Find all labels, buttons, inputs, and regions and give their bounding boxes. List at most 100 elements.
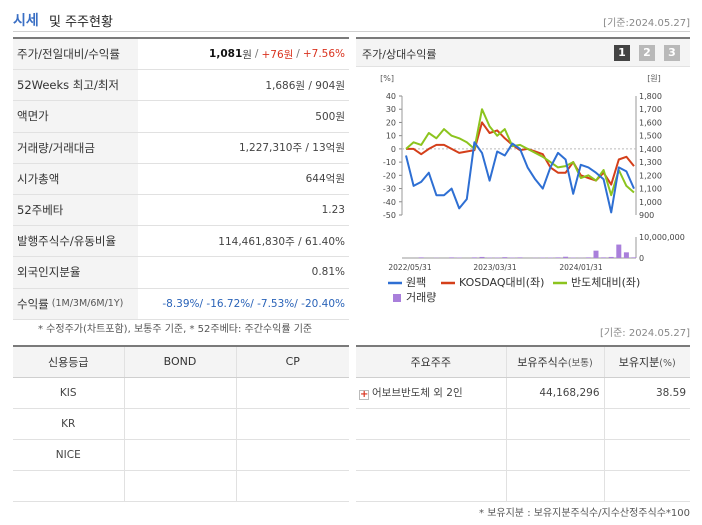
row-value: 0.81% [311,266,345,279]
volume-bar [479,256,485,258]
price-chart: [%] [원] 40 30 20 10 0 -10 -20 -30 -40 -50 1,800 1,700… [380,74,685,304]
col-header: 보유주식수 [517,355,568,369]
return-6m: -7.53% [257,297,295,310]
row-returns: 수익률 (1M/3M/6M/1Y) -8.39% / -16.72% / -7.53%… [13,288,349,320]
row-label: 액면가 [13,101,138,132]
volume-bar [471,257,477,258]
table-row: NICE [13,439,349,471]
footnote: * 보유지분 : 보유지분주식수/지수산정주식수*100 [479,508,690,519]
volume-bar [563,256,569,258]
table-cell: KIS [13,377,125,409]
y-left-tick-label: -40 [383,198,396,207]
col-header: BOND [124,346,237,378]
y-right-tick-label: 1,000 [639,198,662,207]
base-date: [기준:2024.05.27] [603,18,690,29]
table-cell: NICE [13,439,125,471]
volume-bar [616,244,622,258]
note: * 수정주가(차트포함), 보통주 기준, * 52주베타: 주간수익률 기준 [38,324,313,335]
row-label: 시가총액 [13,163,138,194]
price-unit: 원 [242,48,252,61]
shares-cell [506,408,605,440]
table-cell [236,470,349,502]
row-value: 644억원 [305,173,345,186]
legend-swatch [393,294,401,302]
holder-base-date: [기준: 2024.05.27] [599,328,690,339]
shareholder-name [356,470,507,502]
table-cell [236,439,349,471]
quote-table: 주가/전일대비/수익률 1,081 원 / +76원 / +7.56% 52Weeks 최… [13,37,349,320]
chart-page-1-button[interactable]: 1 [614,45,630,61]
y-left-tick-label: -10 [383,158,396,167]
legend-label: KOSDAQ대비(좌) [459,276,544,289]
volume-bar [631,257,637,258]
return-1y: -20.40% [301,297,345,310]
volume-bar [449,257,455,258]
row-value: 114,461,830주 / 61.40% [218,235,345,248]
row-52w: 52Weeks 최고/최저 1,686원 / 904원 [13,70,349,102]
header: 시세 및 주주현황 [기준:2024.05.27] [13,8,690,32]
y-right-tick-label: 1,600 [639,118,662,127]
y-left-tick-label: -30 [383,185,396,194]
volume-zero-label: 0 [639,254,644,263]
right-unit-label: [원] [647,74,661,83]
return-3m: -16.72% [206,297,251,310]
row-foreign: 외국인지분율 0.81% [13,257,349,289]
shareholder-name: 어보브반도체 외 2인 [372,387,463,399]
row-label: 발행주식수/유동비율 [13,226,138,257]
col-header-unit: (%) [659,357,676,369]
col-header: 신용등급 [13,346,125,378]
y-left-tick-label: -20 [383,171,396,180]
price-rate: +7.56% [302,48,345,61]
credit-rating-table: 신용등급 BOND CP KIS KR NICE [13,345,349,502]
legend-label: 반도체대비(좌) [571,276,640,289]
table-cell [124,470,237,502]
volume-bar [608,256,614,258]
row-value: 1,227,310주 / 13억원 [239,142,345,155]
row-label: 외국인지분율 [13,257,138,288]
row-shares: 발행주식수/유동비율 114,461,830주 / 61.40% [13,226,349,258]
chart-title: 주가/상대수익률 [362,48,437,61]
y-right-tick-label: 1,800 [639,92,662,101]
table-row[interactable]: + 어보브반도체 외 2인 44,168,296 38.59 [356,377,690,409]
row-label: 수익률 [17,296,49,311]
row-value: 1.23 [321,204,345,217]
volume-bar [418,257,424,258]
table-cell [13,470,125,502]
col-header-unit: (보통) [567,357,593,369]
chart-page-3-button[interactable]: 3 [664,45,680,61]
pct-cell [604,470,690,502]
row-label: 주가/전일대비/수익률 [13,39,138,70]
y-right-tick-label: 1,400 [639,145,662,154]
row-value: 1,686원 / 904원 [265,79,345,92]
pct-cell: 38.59 [604,377,690,409]
row-label-small: (1M/3M/6M/1Y) [51,298,124,310]
volume-bar [623,252,629,258]
major-shareholder-table: 주요주주 보유주식수(보통) 보유지분(%) + 어보브반도체 외 2인 44,1… [356,345,690,502]
volume-bar [555,257,561,258]
y-right-tick-label: 1,700 [639,105,662,114]
current-price: 1,081 [209,48,243,61]
y-left-tick-label: 0 [391,145,396,154]
chart-panel: 주가/상대수익률 1 2 3 [%] [원] 40 30 20 10 0 -10 -20 -30 -… [356,37,690,312]
expand-plus-icon[interactable]: + [359,389,369,400]
price-change: +76원 [261,48,294,61]
col-header: 보유지분 [618,355,660,369]
table-cell: KR [13,408,125,440]
col-header: 주요주주 [356,346,507,378]
shares-cell: 44,168,296 [506,377,605,409]
series-line-2 [405,108,635,197]
row-label: 52주베타 [13,194,138,226]
volume-bar [517,257,523,258]
shareholder-name [356,408,507,440]
return-1m: -8.39% [162,297,200,310]
pct-cell [604,408,690,440]
table-row [356,470,690,502]
y-left-tick-label: -50 [383,211,396,220]
row-price: 주가/전일대비/수익률 1,081 원 / +76원 / +7.56% [13,39,349,71]
legend-label: 거래량 [406,291,436,304]
chart-page-2-button[interactable]: 2 [639,45,655,61]
row-value: 500원 [315,110,345,123]
page-title: 시세 [13,13,39,29]
row-market-cap: 시가총액 644억원 [13,163,349,195]
page-subtitle: 및 주주현황 [49,15,113,30]
